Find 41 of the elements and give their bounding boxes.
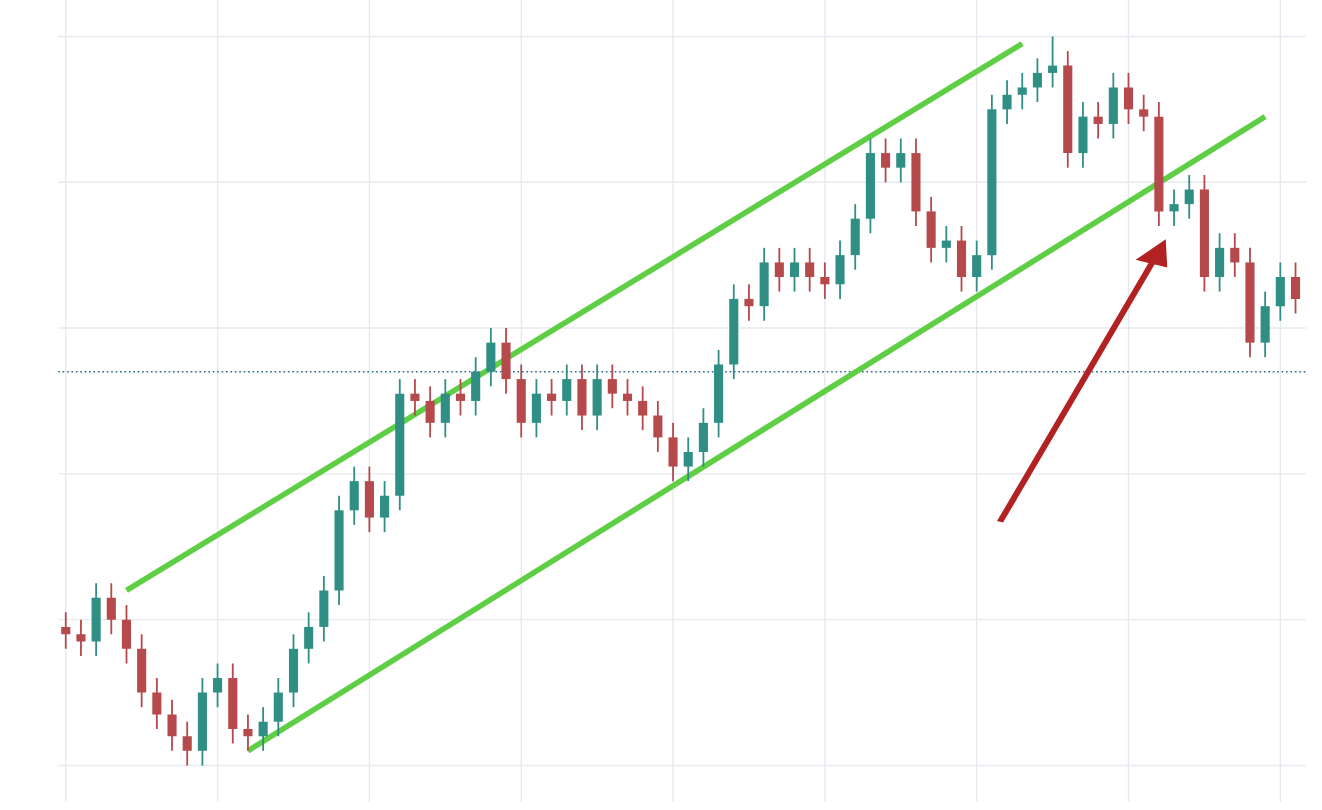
candlestick	[410, 378, 420, 417]
candlestick	[1032, 57, 1042, 103]
candlestick	[622, 378, 633, 417]
candlestick	[304, 611, 314, 665]
candlestick	[805, 246, 815, 293]
candlestick	[744, 283, 754, 322]
candlestick	[1002, 79, 1012, 125]
candlestick	[896, 137, 906, 184]
candlestick	[455, 378, 466, 417]
candlestick	[820, 261, 830, 300]
candlestick	[1123, 71, 1134, 125]
candlestick	[76, 618, 86, 658]
candlestick	[1093, 101, 1103, 140]
candlestick	[106, 582, 116, 636]
candlestick	[1290, 261, 1301, 315]
candlestick	[683, 436, 693, 483]
candlestick	[167, 698, 177, 752]
candlestick	[1017, 71, 1027, 111]
candlestick	[1169, 188, 1179, 227]
candlestick	[152, 677, 162, 730]
candlestick	[1230, 232, 1240, 278]
candlestick	[213, 662, 223, 709]
candlestick	[61, 611, 71, 650]
candlestick	[774, 246, 784, 293]
candlestick	[547, 378, 557, 417]
candlestick	[607, 363, 617, 410]
candlestick	[881, 137, 891, 184]
candlestick	[425, 385, 435, 439]
candlestick	[1048, 35, 1058, 89]
candlestick	[562, 363, 572, 417]
candlestick	[380, 480, 390, 534]
candlestick	[653, 400, 663, 453]
candlestick	[789, 246, 800, 293]
candlestick	[182, 720, 192, 767]
candlestick	[972, 239, 982, 293]
candlestick	[941, 225, 951, 264]
candlestick	[258, 706, 268, 752]
candlestick	[1184, 174, 1194, 220]
candlestick	[638, 385, 648, 432]
candlestick	[243, 713, 253, 752]
candlestick	[1139, 93, 1149, 133]
